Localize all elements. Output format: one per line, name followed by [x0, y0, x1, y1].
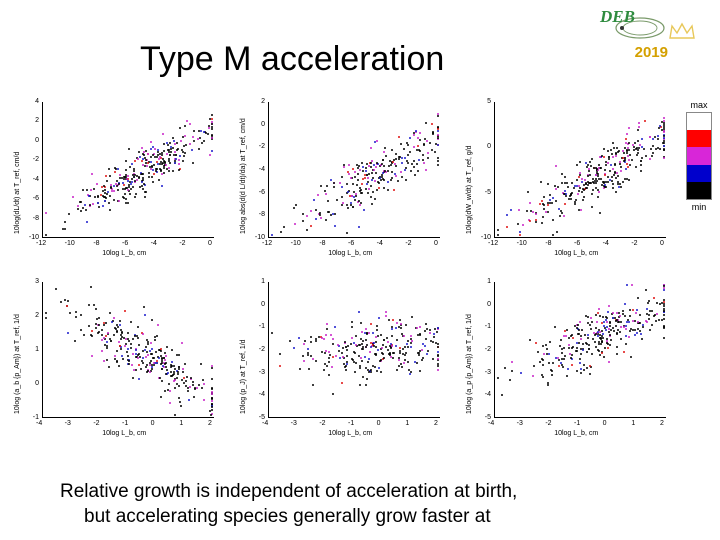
plot-area — [42, 102, 214, 238]
y-axis-label: 10log(dL/dt) at T_ref, cm/d — [14, 152, 21, 234]
legend-min-label: min — [682, 202, 716, 212]
year-label: 2019 — [635, 44, 668, 61]
x-axis-label: 10log L_b, cm — [554, 250, 598, 257]
scatter-chart: -12-10-8-6-4-20-10-8-6-4-202410log(dL/dt… — [6, 96, 222, 268]
caption-text: Relative growth is independent of accele… — [60, 479, 660, 530]
charts-grid: -12-10-8-6-4-20-10-8-6-4-202410log(dL/dt… — [6, 96, 676, 448]
x-axis-label: 10log L_b, cm — [328, 430, 372, 437]
color-legend: max min — [682, 100, 716, 212]
logo-area: DEB 2019 — [582, 6, 702, 56]
scatter-chart: -4-3-2-1012-1012310log (a_b {p_Am}) at T… — [6, 276, 222, 448]
plot-area — [494, 282, 666, 418]
scatter-chart: -12-10-8-6-4-20-10-50510log(dW_w/dt) at … — [458, 96, 674, 268]
crown-icon — [668, 22, 696, 42]
page-title: Type M acceleration — [140, 40, 444, 79]
plot-area — [268, 102, 440, 238]
x-axis-label: 10log L_b, cm — [554, 430, 598, 437]
x-axis-label: 10log L_b, cm — [328, 250, 372, 257]
y-axis-label: 10log(dW_w/dt) at T_ref, g/d — [466, 145, 473, 234]
plot-area — [42, 282, 214, 418]
plot-area — [268, 282, 440, 418]
y-axis-label: 10log (a_p {p_Am}) at T_ref, 1/d — [466, 314, 473, 414]
x-axis-label: 10log L_b, cm — [102, 250, 146, 257]
y-axis-label: 10log abs(d(d L/dt)/da) at T_ref, cm/d — [240, 118, 247, 234]
scatter-chart: -12-10-8-6-4-20-10-8-6-4-20210log abs(d(… — [232, 96, 448, 268]
svg-text:DEB: DEB — [599, 7, 635, 26]
plot-area — [494, 102, 666, 238]
x-axis-label: 10log L_b, cm — [102, 430, 146, 437]
y-axis-label: 10log (p_J) at T_ref, 1/d — [240, 339, 247, 414]
scatter-chart: -4-3-2-1012-5-4-3-2-10110log (a_p {p_Am}… — [458, 276, 674, 448]
deb-logo: DEB — [594, 6, 666, 40]
caption-line1: Relative growth is independent of accele… — [60, 479, 660, 505]
legend-colorbar — [686, 112, 712, 200]
legend-max-label: max — [682, 100, 716, 110]
caption-line2: but accelerating species generally grow … — [60, 504, 660, 530]
y-axis-label: 10log (a_b {p_Am}) at T_ref, 1/d — [14, 314, 21, 414]
scatter-chart: -4-3-2-1012-5-4-3-2-10110log (p_J) at T_… — [232, 276, 448, 448]
